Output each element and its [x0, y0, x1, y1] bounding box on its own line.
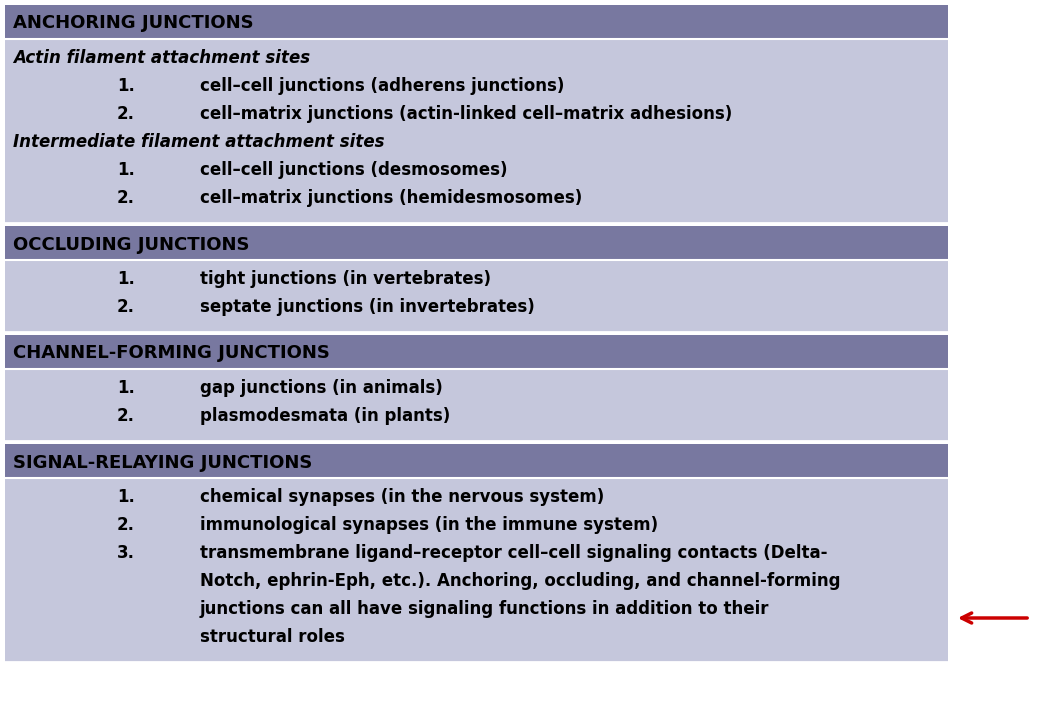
- Text: septate junctions (in invertebrates): septate junctions (in invertebrates): [200, 298, 535, 316]
- Text: SIGNAL-RELAYING JUNCTIONS: SIGNAL-RELAYING JUNCTIONS: [13, 453, 312, 471]
- Text: Actin filament attachment sites: Actin filament attachment sites: [13, 49, 310, 67]
- Text: junctions can all have signaling functions in addition to their: junctions can all have signaling functio…: [200, 600, 769, 618]
- Text: cell–matrix junctions (hemidesmosomes): cell–matrix junctions (hemidesmosomes): [200, 189, 582, 207]
- Text: 2.: 2.: [117, 298, 135, 316]
- Bar: [5, 335, 948, 369]
- Text: 1.: 1.: [117, 270, 135, 288]
- Text: 2.: 2.: [117, 105, 135, 123]
- Text: tight junctions (in vertebrates): tight junctions (in vertebrates): [200, 270, 491, 288]
- Text: CHANNEL-FORMING JUNCTIONS: CHANNEL-FORMING JUNCTIONS: [13, 345, 330, 363]
- Text: ANCHORING JUNCTIONS: ANCHORING JUNCTIONS: [13, 14, 254, 33]
- Text: immunological synapses (in the immune system): immunological synapses (in the immune sy…: [200, 516, 658, 534]
- Bar: [5, 478, 948, 662]
- Bar: [5, 444, 948, 478]
- Text: Notch, ephrin-Eph, etc.). Anchoring, occluding, and channel-forming: Notch, ephrin-Eph, etc.). Anchoring, occ…: [200, 572, 841, 590]
- Text: 1.: 1.: [117, 488, 135, 506]
- Text: 1.: 1.: [117, 161, 135, 179]
- Text: chemical synapses (in the nervous system): chemical synapses (in the nervous system…: [200, 488, 605, 506]
- Text: 2.: 2.: [117, 516, 135, 534]
- Text: cell–cell junctions (desmosomes): cell–cell junctions (desmosomes): [200, 161, 507, 179]
- Bar: [5, 226, 948, 260]
- Text: 1.: 1.: [117, 77, 135, 95]
- Text: 3.: 3.: [117, 544, 135, 562]
- Text: gap junctions (in animals): gap junctions (in animals): [200, 379, 443, 397]
- Text: 2.: 2.: [117, 189, 135, 207]
- Text: cell–cell junctions (adherens junctions): cell–cell junctions (adherens junctions): [200, 77, 564, 95]
- Text: Intermediate filament attachment sites: Intermediate filament attachment sites: [13, 133, 385, 151]
- Text: 1.: 1.: [117, 379, 135, 397]
- Text: plasmodesmata (in plants): plasmodesmata (in plants): [200, 407, 450, 425]
- Text: 2.: 2.: [117, 407, 135, 425]
- Bar: [5, 5, 948, 39]
- Text: cell–matrix junctions (actin-linked cell–matrix adhesions): cell–matrix junctions (actin-linked cell…: [200, 105, 732, 123]
- Bar: [5, 39, 948, 223]
- Bar: [5, 369, 948, 441]
- Text: structural roles: structural roles: [200, 628, 345, 646]
- Bar: [5, 260, 948, 332]
- Text: transmembrane ligand–receptor cell–cell signaling contacts (Delta-: transmembrane ligand–receptor cell–cell …: [200, 544, 828, 562]
- Text: OCCLUDING JUNCTIONS: OCCLUDING JUNCTIONS: [13, 235, 250, 253]
